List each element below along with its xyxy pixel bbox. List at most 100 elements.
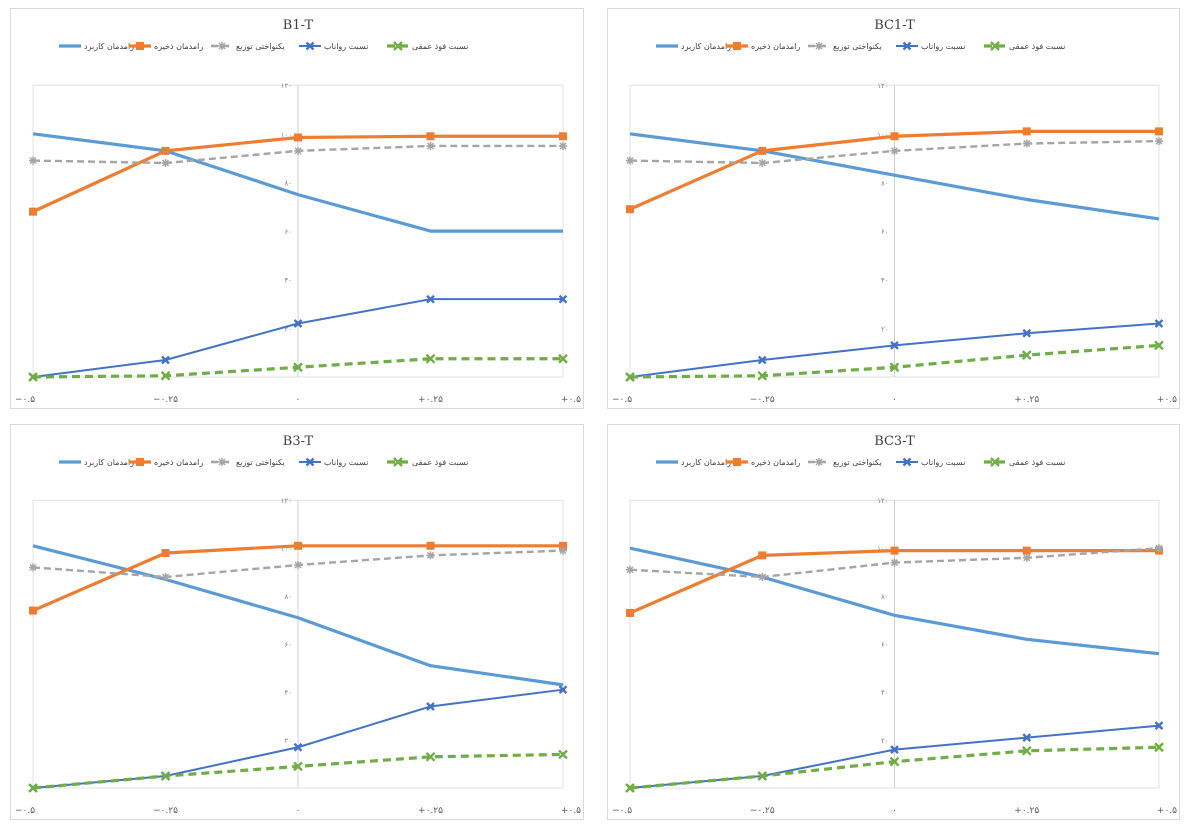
y-tick-label: ۶۰ (881, 228, 889, 236)
legend-label: رامدمان کاربرد (84, 42, 134, 51)
data-point (889, 362, 900, 373)
chart-panel-bc3: BC3-T رامدمان کاربرد رامدمان ذخیره یکنواختی… (607, 424, 1180, 820)
series-deep-percolation-ratio (28, 749, 568, 793)
series-application-efficiency (32, 132, 564, 233)
x-tick-label: +۰.۵ (561, 806, 581, 816)
data-point (426, 541, 435, 550)
series-application-efficiency (629, 132, 1160, 221)
data-point (161, 146, 170, 155)
data-point (1155, 544, 1163, 553)
chart-title: BC3-T (874, 434, 915, 449)
data-point (161, 548, 170, 557)
data-point (890, 745, 899, 754)
data-point (426, 294, 435, 304)
data-point (161, 159, 170, 168)
data-point (426, 702, 435, 711)
chart-title: BC1-T (874, 18, 915, 33)
y-tick-label: ۱۰۰ (877, 545, 888, 553)
legend-label: یکنواختی توزیع (236, 458, 285, 467)
chart-panel-bc1: BC1-T رامدمان کاربرد رامدمان ذخیره یکنواختی… (607, 8, 1180, 409)
x-tick-label: ۰ (296, 806, 301, 816)
chart-bc1: BC1-T رامدمان کاربرد رامدمان ذخیره یکنواختی… (612, 18, 1177, 405)
legend-marker (733, 42, 741, 50)
data-point (758, 551, 767, 560)
legend-label: نسبت فوذ عمقی (412, 42, 468, 51)
data-point (28, 372, 38, 382)
data-point (425, 751, 436, 762)
data-point (1022, 127, 1031, 136)
data-point (890, 341, 899, 350)
y-tick-label: ۱۲۰ (281, 497, 292, 505)
chart-title: B1-T (283, 18, 314, 33)
data-point (1022, 139, 1031, 148)
legend-label: رامدمان کاربرد (84, 458, 134, 467)
data-point (558, 353, 568, 364)
legend-item-runoff-ratio: نسبت رواناب (299, 457, 368, 467)
x-tick-label: −۰.۲۵ (750, 395, 775, 405)
y-tick-label: ۴۰ (881, 689, 889, 697)
legend-marker (218, 458, 226, 466)
data-point (626, 565, 634, 574)
data-point (426, 132, 435, 141)
data-point (558, 685, 568, 695)
y-tick-label: ۱۲۰ (281, 82, 292, 90)
y-tick-label: ۲۰ (881, 325, 889, 333)
legend-marker (218, 42, 226, 50)
data-point (559, 541, 567, 550)
data-point (558, 294, 568, 304)
legend-label: نسبت رواناب (324, 458, 368, 467)
legend-item-storage-efficiency: رامدمان ذخیره (726, 42, 800, 51)
data-point (293, 761, 303, 772)
data-point (626, 156, 634, 165)
legend-marker (305, 41, 315, 51)
chart-panel-b3: B3-T رامدمان کاربرد رامدمان ذخیره یکنواختی … (10, 424, 584, 820)
data-point (757, 355, 767, 365)
y-tick-label: ۴۰ (284, 689, 292, 697)
x-tick-label: +۰.۵ (1157, 395, 1177, 405)
data-point (426, 551, 435, 560)
legend-marker (305, 457, 315, 467)
legend-item-runoff-ratio: نسبت رواناب (896, 41, 965, 51)
data-point (161, 572, 170, 581)
legend-item-application-efficiency: رامدمان کاربرد (656, 42, 731, 51)
data-point (559, 132, 567, 141)
legend-label: یکنواختی توزیع (833, 42, 882, 51)
y-tick-label: ۲۰ (284, 737, 292, 745)
data-point (1021, 350, 1032, 360)
legend-item-distribution-uniformity: یکنواختی توزیع (808, 42, 882, 51)
data-point (890, 146, 899, 155)
data-point (1021, 745, 1032, 756)
y-tick-label: ۱۲۰ (877, 82, 888, 90)
data-point (1154, 721, 1164, 731)
x-tick-label: −۰.۲۵ (153, 806, 178, 816)
y-tick-label: ۸۰ (284, 179, 292, 187)
legend-item-deep-percolation-ratio: نسبت فوذ عمقی (387, 457, 468, 467)
x-tick-label: +۰.۲۵ (418, 806, 443, 816)
y-tick-label: ۶۰ (881, 641, 889, 649)
data-point (293, 319, 303, 328)
data-point (1022, 733, 1032, 742)
y-tick-label: ۴۰ (881, 277, 889, 285)
data-point (626, 608, 634, 617)
y-tick-label: ۶۰ (284, 641, 292, 649)
data-point (294, 133, 302, 142)
data-point (294, 541, 302, 550)
chart-title: B3-T (283, 434, 314, 449)
data-point (28, 783, 38, 793)
y-tick-label: ۱۰۰ (281, 131, 292, 139)
legend-marker (136, 458, 144, 466)
data-point (758, 146, 767, 155)
chart-b3: B3-T رامدمان کاربرد رامدمان ذخیره یکنواختی … (15, 434, 581, 816)
series-distribution-uniformity (626, 544, 1163, 581)
legend-label: نسبت رواناب (324, 42, 368, 51)
legend-item-distribution-uniformity: یکنواختی توزیع (211, 42, 285, 51)
data-point (559, 546, 567, 555)
legend-item-storage-efficiency: رامدمان ذخیره (129, 42, 203, 51)
x-tick-label: ۰ (296, 395, 301, 405)
x-tick-label: ۰ (892, 395, 897, 405)
chart-panel-b1: B1-T رامدمان کاربرد رامدمان ذخیره یکنواختی … (10, 8, 584, 409)
x-tick-label: −۰.۵ (612, 395, 632, 405)
legend-marker (733, 458, 741, 466)
legend-label: رامدمان ذخیره (154, 458, 203, 467)
data-point (625, 783, 635, 793)
